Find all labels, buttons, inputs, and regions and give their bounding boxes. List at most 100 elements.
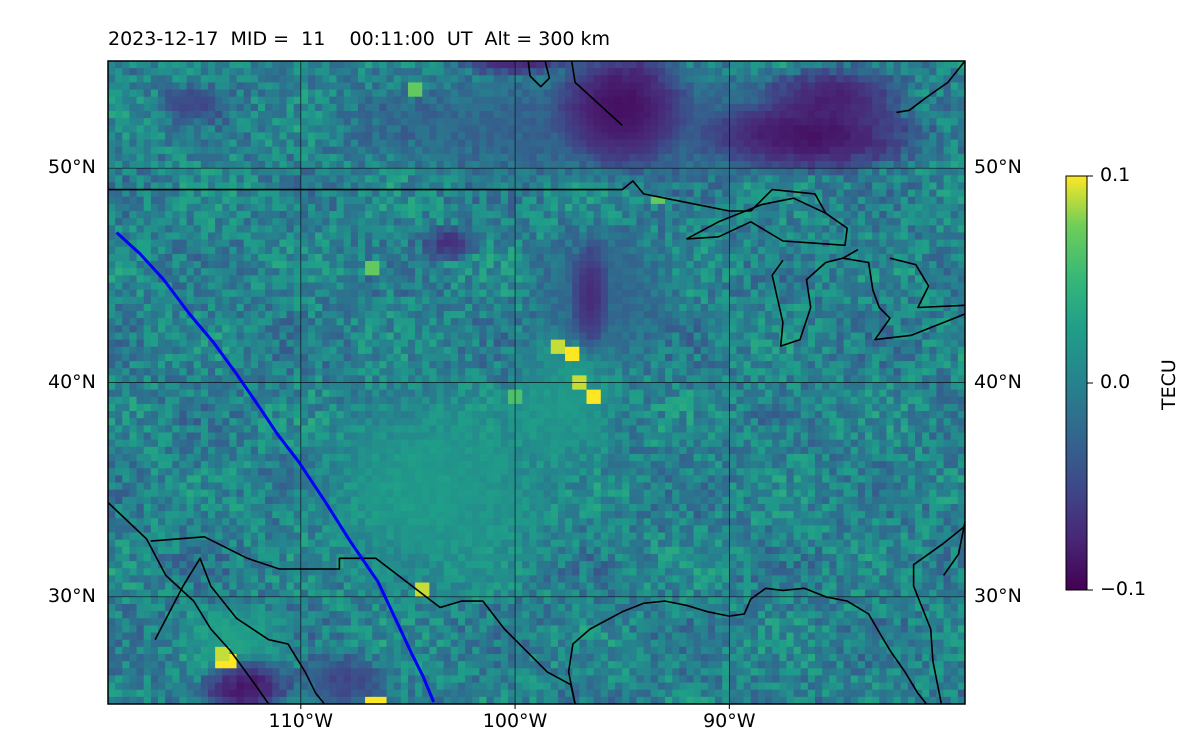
heatmap-cell [829,146,838,155]
heatmap-cell [357,253,366,262]
heatmap-cell [279,332,288,341]
heatmap-cell [429,296,438,305]
heatmap-cell [236,253,245,262]
heatmap-cell [836,189,845,198]
heatmap-cell [407,246,416,255]
heatmap-cell [865,89,873,98]
heatmap-cell [250,182,259,191]
heatmap-cell [115,268,123,276]
heatmap-cell [879,282,888,291]
heatmap-cell [579,246,588,255]
heatmap-cell [529,189,538,198]
heatmap-cell [143,261,152,269]
heatmap-cell [129,168,138,176]
heatmap-cell [336,296,345,305]
heatmap-cell [900,253,909,262]
heatmap-cell [257,239,266,248]
heatmap-cell [629,96,638,105]
heatmap-cell [807,311,816,319]
heatmap-cell [515,325,523,334]
heatmap-cell [929,239,938,248]
heatmap-cell [143,146,152,155]
heatmap-cell [143,125,152,134]
heatmap-cell [722,203,730,212]
heatmap-cell [529,82,538,91]
heatmap-cell [893,196,902,205]
heatmap-cell [493,182,502,191]
heatmap-cell [757,325,766,334]
heatmap-cell [486,289,495,298]
heatmap-cell [400,68,409,76]
heatmap-cell [507,132,516,141]
heatmap-cell [379,203,388,212]
heatmap-cell [765,325,773,334]
heatmap-cell [679,132,688,141]
heatmap-cell [386,289,395,298]
heatmap-cell [936,232,945,241]
heatmap-cell [479,318,488,326]
heatmap-cell [843,75,852,84]
heatmap-cell [593,218,602,226]
heatmap-cell [865,103,873,112]
heatmap-cell [336,125,345,134]
heatmap-cell [400,182,409,191]
heatmap-cell [457,296,466,305]
heatmap-cell [736,103,745,112]
heatmap-cell [193,161,202,169]
heatmap-cell [407,303,416,312]
heatmap-cell [236,189,245,198]
heatmap-cell [407,89,416,98]
heatmap-cell [272,118,280,126]
heatmap-cell [786,118,795,126]
heatmap-cell [700,118,709,126]
heatmap-cell [665,61,673,69]
heatmap-cell [615,296,623,305]
heatmap-cell [700,68,709,76]
heatmap-cell [465,89,473,98]
heatmap-cell [415,182,423,191]
heatmap-cell [293,153,302,162]
heatmap-cell [786,261,795,269]
heatmap-cell [915,275,923,284]
heatmap-cell [129,303,138,312]
heatmap-cell [379,125,388,134]
heatmap-cell [365,175,373,184]
heatmap-cell [550,175,559,184]
heatmap-cell [736,175,745,184]
heatmap-cell [629,146,638,155]
heatmap-cell [143,311,152,319]
heatmap-cell [536,189,545,198]
heatmap-cell [229,125,238,134]
heatmap-cell [715,289,723,298]
heatmap-cell [450,75,459,84]
heatmap-cell [450,332,459,341]
heatmap-cell [507,61,516,69]
heatmap-cell [350,282,359,291]
heatmap-cell [457,75,466,84]
heatmap-cell [200,346,209,355]
heatmap-cell [850,118,859,126]
heatmap-cell [393,225,402,234]
heatmap-cell [500,153,509,162]
heatmap-cell [815,211,823,219]
heatmap-cell [600,118,609,126]
heatmap-cell [743,218,752,226]
heatmap-cell [957,96,965,105]
heatmap-cell [822,132,830,141]
heatmap-cell [736,139,745,148]
heatmap-cell [207,232,216,241]
heatmap-cell [300,61,309,69]
heatmap-cell [507,103,516,112]
heatmap-cell [200,175,209,184]
heatmap-cell [143,153,152,162]
heatmap-cell [643,82,652,91]
heatmap-cell [565,203,573,212]
heatmap-cell [572,253,580,262]
heatmap-cell [450,318,459,326]
heatmap-cell [822,68,830,76]
heatmap-cell [915,203,923,212]
heatmap-cell [550,268,559,276]
heatmap-cell [357,111,366,119]
heatmap-cell [522,289,530,298]
heatmap-cell [372,203,380,212]
